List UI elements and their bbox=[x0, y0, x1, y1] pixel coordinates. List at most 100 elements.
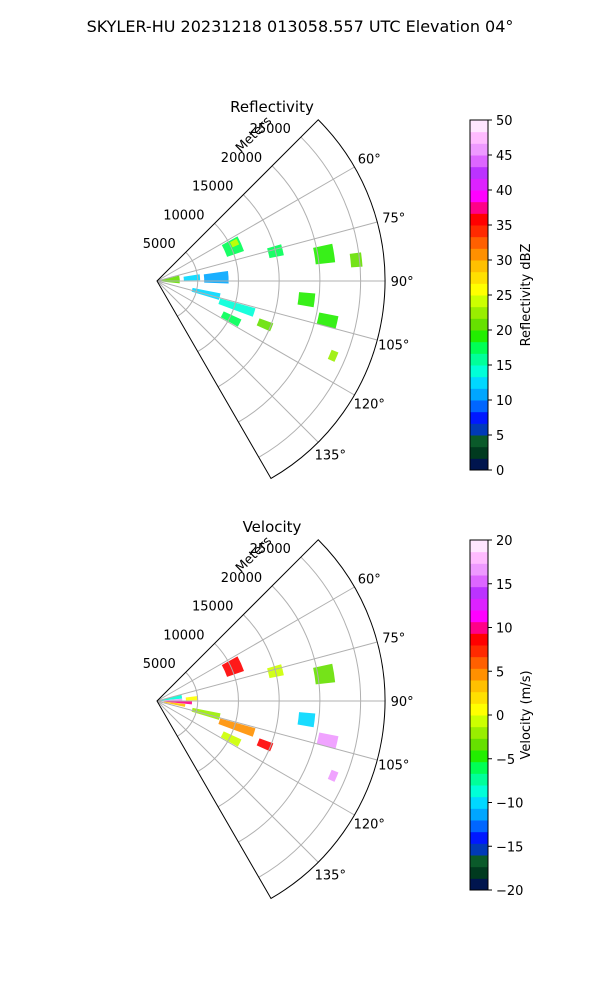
colorbar-tick-label: 30 bbox=[496, 254, 513, 269]
colorbar-tick-label: −5 bbox=[496, 753, 515, 768]
echo-cell bbox=[297, 292, 316, 308]
grid bbox=[156, 136, 385, 458]
colorbar-segment bbox=[470, 866, 488, 879]
colorbar-segment bbox=[470, 715, 488, 728]
azimuth-tick-label: 60° bbox=[358, 152, 381, 167]
colorbar-segment bbox=[470, 400, 488, 413]
panel-title: Reflectivity bbox=[230, 98, 314, 116]
colorbar-segment bbox=[470, 178, 488, 191]
colorbar-segment bbox=[470, 120, 488, 133]
colorbar-segment bbox=[470, 225, 488, 238]
colorbar-segment bbox=[470, 563, 488, 576]
colorbar-tick-label: 5 bbox=[496, 665, 504, 680]
colorbar-tick-label: 0 bbox=[496, 464, 504, 479]
azimuth-tick-label: 135° bbox=[315, 868, 346, 883]
colorbar-tick-label: 15 bbox=[496, 359, 513, 374]
range-tick-label: 5000 bbox=[143, 657, 176, 672]
range-tick-label: 5000 bbox=[143, 237, 176, 252]
colorbar-segment bbox=[470, 691, 488, 704]
range-ring bbox=[197, 643, 239, 772]
colorbar-tick-label: −10 bbox=[496, 797, 523, 812]
colorbar-tick-label: 45 bbox=[496, 149, 513, 164]
colorbar-segment bbox=[470, 761, 488, 774]
colorbar-segment bbox=[470, 551, 488, 564]
colorbar-segment bbox=[470, 843, 488, 856]
colorbar-tick-label: −20 bbox=[496, 884, 523, 899]
colorbar-segment bbox=[470, 610, 488, 623]
colorbar-segment bbox=[470, 318, 488, 331]
echo-cell bbox=[185, 695, 199, 701]
echo-cell bbox=[218, 718, 256, 737]
colorbar-segment bbox=[470, 341, 488, 354]
colorbar-tick-label: 35 bbox=[496, 219, 513, 234]
range-tick-label: 25000 bbox=[250, 122, 291, 137]
azimuth-tick-label: 105° bbox=[378, 758, 409, 773]
colorbar-segment bbox=[470, 633, 488, 646]
azimuth-spoke bbox=[156, 166, 355, 282]
colorbar-segment bbox=[470, 353, 488, 366]
echo-cell bbox=[220, 731, 242, 747]
range-tick-label: 20000 bbox=[221, 151, 262, 166]
colorbar-segment bbox=[470, 271, 488, 284]
colorbar-segment bbox=[470, 458, 488, 471]
colorbar-segment bbox=[470, 878, 488, 891]
colorbar-segment bbox=[470, 668, 488, 681]
echo-cell bbox=[229, 238, 240, 248]
range-tick-label: 15000 bbox=[192, 180, 233, 195]
figure-title: SKYLER-HU 20231218 013058.557 UTC Elevat… bbox=[87, 17, 514, 36]
panel-velocity: Velocity500010000150002000025000Meters60… bbox=[143, 518, 534, 900]
colorbar-segment bbox=[470, 155, 488, 168]
colorbar-segment bbox=[470, 330, 488, 343]
colorbar-segment bbox=[470, 201, 488, 214]
colorbar-tick-label: 0 bbox=[496, 709, 504, 724]
colorbar-segment bbox=[470, 411, 488, 424]
range-tick-label: 10000 bbox=[163, 628, 204, 643]
sector-outline bbox=[156, 119, 386, 480]
azimuth-spoke bbox=[156, 280, 378, 341]
colorbar-segment bbox=[470, 131, 488, 144]
colorbar-tick-label: 20 bbox=[496, 534, 513, 549]
colorbar-segment bbox=[470, 855, 488, 868]
colorbar-segment bbox=[470, 831, 488, 844]
colorbar-segment bbox=[470, 738, 488, 751]
colorbar-segment bbox=[470, 213, 488, 226]
colorbar-segment bbox=[470, 236, 488, 249]
colorbar-segment bbox=[470, 586, 488, 599]
azimuth-spoke bbox=[156, 221, 378, 282]
echo-cell bbox=[297, 712, 316, 728]
colorbar-segment bbox=[470, 656, 488, 669]
sector-outline bbox=[156, 539, 386, 900]
colorbar-segment bbox=[470, 645, 488, 658]
colorbar-segment bbox=[470, 423, 488, 436]
azimuth-tick-label: 90° bbox=[391, 695, 414, 710]
colorbar-segment bbox=[470, 295, 488, 308]
range-ring bbox=[217, 194, 280, 388]
echo-cell bbox=[164, 701, 186, 707]
azimuth-tick-label: 60° bbox=[358, 572, 381, 587]
range-ring bbox=[217, 614, 280, 808]
colorbar-tick-label: 15 bbox=[496, 578, 513, 593]
colorbar-segment bbox=[470, 260, 488, 273]
colorbar-label: Reflectivity dBZ bbox=[519, 244, 534, 347]
azimuth-spoke bbox=[156, 586, 355, 702]
echo-cell bbox=[183, 274, 201, 281]
range-ring bbox=[177, 251, 199, 317]
colorbar-tick-label: 20 bbox=[496, 324, 513, 339]
colorbar-segment bbox=[470, 820, 488, 833]
echo-cell bbox=[218, 298, 256, 317]
colorbar: 0 5 10 15 20 25 30 35 40 45 50 Reflectivity dBZ bbox=[469, 114, 534, 479]
colorbar-segment bbox=[470, 726, 488, 739]
colorbar-tick-label: 50 bbox=[496, 114, 513, 129]
colorbar-segment bbox=[470, 785, 488, 798]
colorbar-segment bbox=[470, 703, 488, 716]
colorbar-label: Velocity (m/s) bbox=[519, 670, 534, 759]
azimuth-tick-label: 135° bbox=[315, 448, 346, 463]
colorbar-tick-label: 25 bbox=[496, 289, 513, 304]
colorbar-segment bbox=[470, 598, 488, 611]
azimuth-tick-label: 75° bbox=[382, 212, 405, 227]
colorbar-segment bbox=[470, 750, 488, 763]
echo-layer bbox=[160, 236, 363, 362]
azimuth-tick-label: 90° bbox=[391, 275, 414, 290]
colorbar-segment bbox=[470, 435, 488, 448]
